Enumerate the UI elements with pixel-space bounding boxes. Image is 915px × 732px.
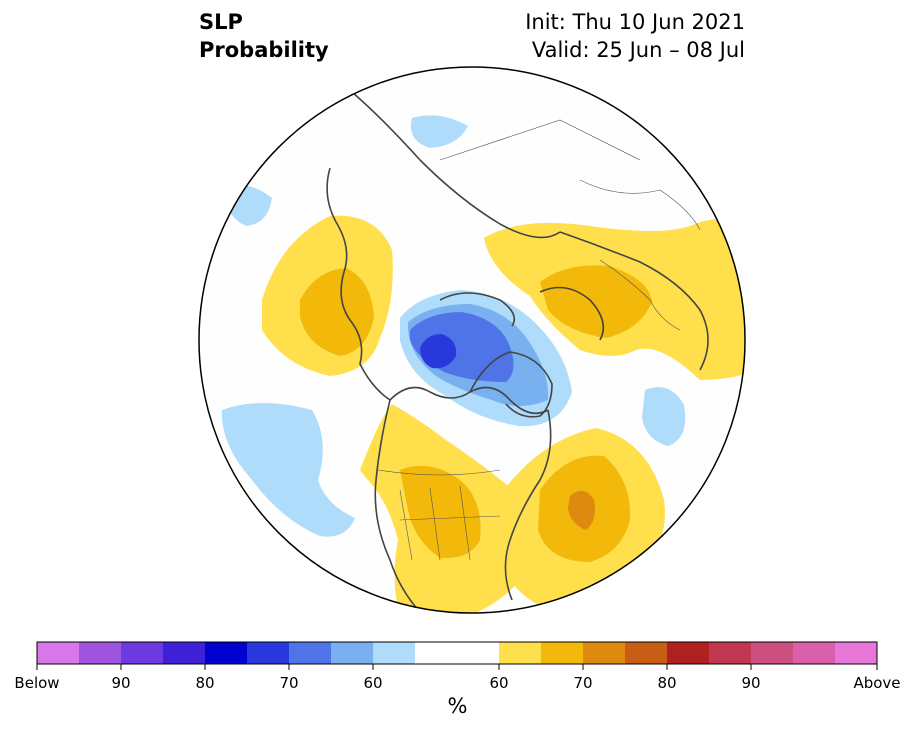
colorbar-tick-label: 80 — [657, 674, 676, 692]
border-states-2 — [429, 487, 441, 561]
border-states-1 — [399, 489, 413, 561]
colorbar-frame — [36, 641, 878, 665]
colorbar-tick-label: 70 — [279, 674, 298, 692]
colorbar-tick-label: Above — [853, 674, 900, 692]
title-valid-range: Valid: 25 Jun – 08 Jul — [531, 38, 745, 62]
map-title-left: SLP Probability — [199, 8, 329, 64]
colorbar-swatch — [415, 642, 458, 664]
colorbar-swatch — [163, 642, 206, 664]
coastline-us-west — [374, 399, 421, 613]
colorbar-swatch — [457, 642, 500, 664]
colorbar-tick-label: Below — [14, 674, 59, 692]
colorbar-swatch — [121, 642, 164, 664]
border-states-3 — [459, 485, 471, 561]
colorbar-tick-label: 90 — [741, 674, 760, 692]
border-europe — [599, 259, 681, 331]
coastline-us-east — [504, 409, 552, 601]
colorbar-swatch — [793, 642, 836, 664]
colorbar-swatches — [37, 642, 878, 664]
colorbar-swatch — [625, 642, 668, 664]
colorbar-tick-label: 80 — [195, 674, 214, 692]
border-russia — [439, 119, 641, 161]
colorbar-tick-label: 90 — [111, 674, 130, 692]
colorbar-swatch — [499, 642, 542, 664]
globe-outline — [198, 66, 746, 614]
colorbar-unit-label: % — [447, 694, 468, 718]
title-quantity: Probability — [199, 38, 329, 62]
map-title-right: Init: Thu 10 Jun 2021 Valid: 25 Jun – 08… — [525, 8, 745, 64]
coastline-siberia — [351, 91, 561, 239]
colorbar-tick-label: 60 — [489, 674, 508, 692]
coastline-alaska — [326, 167, 391, 401]
colorbar-swatch — [541, 642, 584, 664]
colorbar-swatch — [751, 642, 794, 664]
political-borders — [377, 119, 701, 561]
title-variable: SLP — [199, 10, 243, 34]
low-pressure-region-europe — [642, 387, 686, 446]
border-states-4 — [399, 515, 501, 521]
colorbar-swatch — [205, 642, 248, 664]
low-pressure-region-pacific — [221, 403, 355, 537]
colorbar-swatch — [37, 642, 80, 664]
colorbar-swatch — [373, 642, 416, 664]
colorbar-tick-label: 70 — [573, 674, 592, 692]
coastline-scandinavia — [539, 286, 605, 341]
coastline-europe — [559, 231, 709, 371]
colorbar-swatch — [79, 642, 122, 664]
colorbar-swatch — [667, 642, 710, 664]
high-pressure-core-atlantic — [568, 490, 595, 530]
polar-map — [198, 66, 746, 614]
colorbar-swatch — [331, 642, 374, 664]
high-pressure-region-eurasia-60 — [540, 265, 652, 338]
low-pressure-region-siberia — [410, 115, 468, 148]
coastline-greenland — [469, 351, 553, 418]
title-init-date: Init: Thu 10 Jun 2021 — [525, 10, 745, 34]
low-pressure-core — [420, 334, 457, 369]
colorbar-swatch — [835, 642, 878, 664]
colorbar-swatch — [709, 642, 752, 664]
coastlines — [326, 91, 709, 613]
colorbar-ticks: Below 90 80 70 60 60 70 80 90 Above — [14, 664, 901, 692]
colorbar-swatch — [247, 642, 290, 664]
colorbar-swatch — [289, 642, 332, 664]
coastline-arctic-islands — [439, 292, 516, 327]
colorbar-tick-label: 60 — [363, 674, 382, 692]
border-asia — [579, 179, 701, 231]
colorbar-swatch — [583, 642, 626, 664]
high-pressure-region-alaska-60 — [300, 268, 374, 356]
border-us-canada — [377, 469, 501, 476]
